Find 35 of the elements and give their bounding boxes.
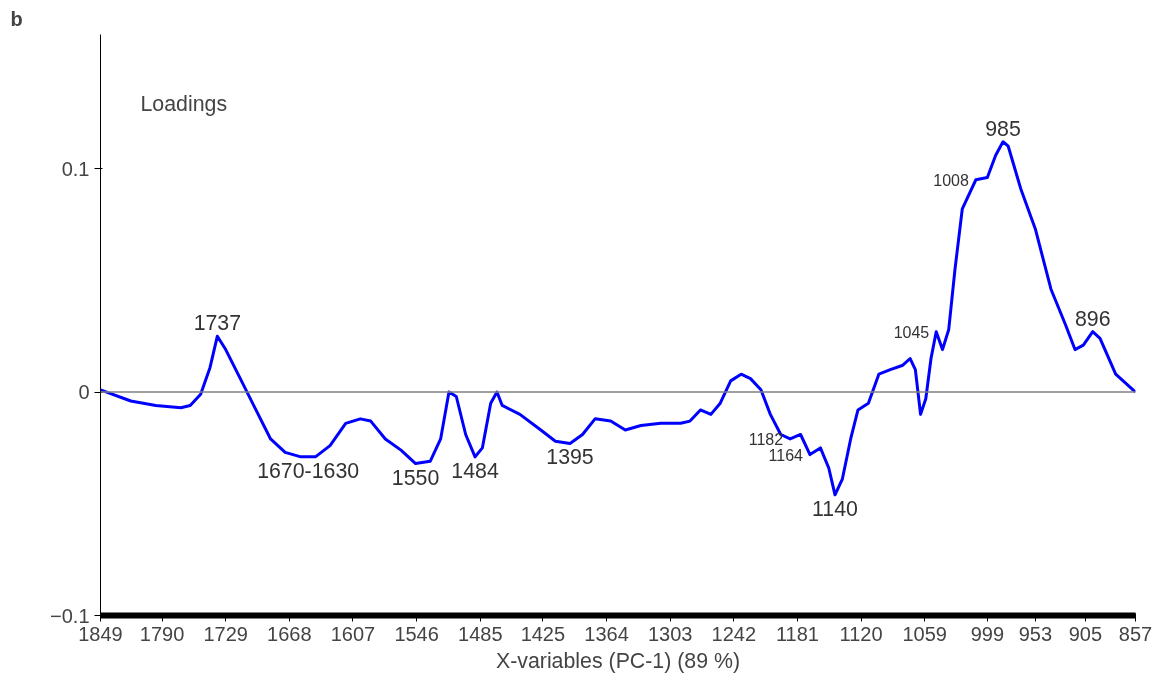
x-tick-label: 1729 (203, 622, 248, 645)
annotation: 1737 (193, 311, 242, 336)
annotation: 985 (985, 116, 1021, 141)
annotation: 1670-1630 (257, 458, 360, 483)
x-tick-label: 1364 (584, 622, 629, 645)
x-tick-label: 1790 (139, 622, 185, 645)
x-tick-label: 1242 (711, 622, 757, 645)
annotation: 1550 (391, 465, 440, 490)
annotation: 1484 (451, 458, 499, 483)
x-tick-label: 1546 (394, 622, 439, 645)
annotation: Loadings (140, 91, 228, 116)
annotation: 1395 (546, 445, 594, 470)
annotation: 896 (1074, 306, 1111, 331)
y-tick-label: 0 (78, 381, 90, 404)
annotation: 1008 (933, 171, 969, 189)
x-tick-label: 1120 (839, 622, 883, 645)
line-series (100, 140, 1136, 497)
x-axis-title: X-variables (PC-1) (89 %) (495, 648, 741, 673)
x-tick-label: 905 (1068, 622, 1103, 645)
x-tick-label: 1059 (902, 622, 947, 645)
x-tick-label: 1607 (330, 622, 376, 645)
x-tick-label: 1425 (520, 622, 566, 645)
annotation: 1045 (893, 323, 930, 341)
x-tick-label: 1485 (458, 622, 503, 645)
x-tick-label: 953 (1018, 622, 1053, 645)
x-tick-label: 857 (1118, 622, 1153, 645)
x-tick-label: 999 (970, 622, 1005, 645)
x-tick-label: 1181 (775, 622, 819, 645)
y-tick-label: 0.1 (61, 157, 90, 180)
annotation: 1140 (812, 496, 859, 521)
annotation: 1164 (768, 446, 804, 464)
x-tick-label: 1668 (267, 622, 312, 645)
x-tick-label: 1303 (647, 622, 693, 645)
text: b (10, 7, 23, 30)
annotation: 1182 (748, 430, 784, 448)
